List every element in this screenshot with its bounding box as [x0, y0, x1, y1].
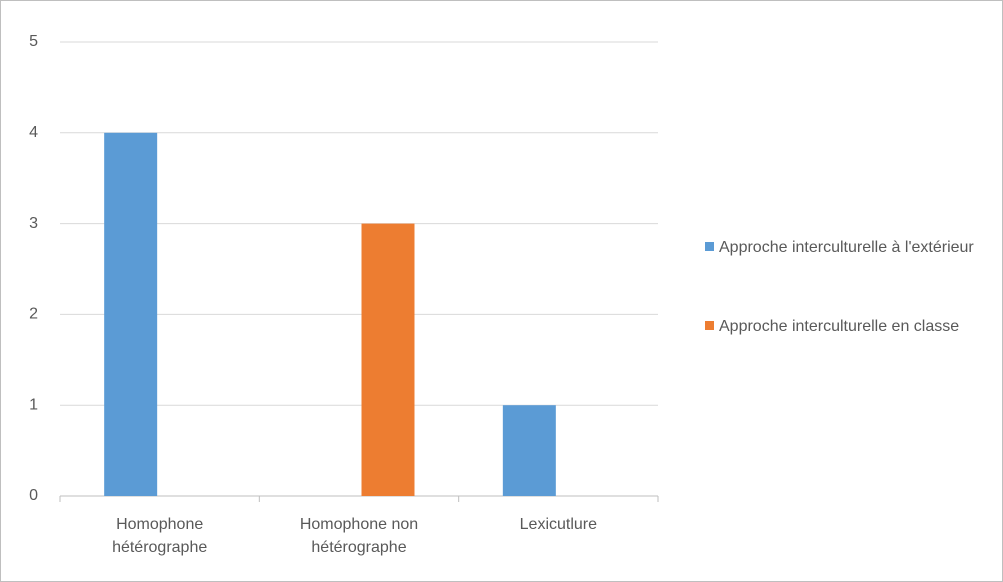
y-tick-label: 5: [29, 33, 38, 50]
y-tick-label: 3: [29, 215, 38, 232]
x-tick-label: Lexicutlure: [519, 516, 598, 533]
legend-swatch: [705, 321, 714, 330]
legend-label: Approche interculturelle à l'extérieur: [719, 239, 974, 256]
y-tick-label: 2: [29, 306, 38, 323]
y-tick-label: 0: [29, 487, 38, 504]
y-tick-label: 1: [29, 396, 38, 413]
bar: [502, 405, 556, 496]
x-tick-label: Homophone non hétérographe: [299, 516, 419, 556]
x-tick-label: Homophone hétérographe: [112, 516, 208, 556]
legend-label: Approche interculturelle en classe: [719, 318, 960, 335]
legend-swatch: [705, 242, 714, 251]
bar: [361, 223, 415, 496]
y-tick-label: 4: [29, 124, 38, 141]
bar: [104, 132, 158, 497]
